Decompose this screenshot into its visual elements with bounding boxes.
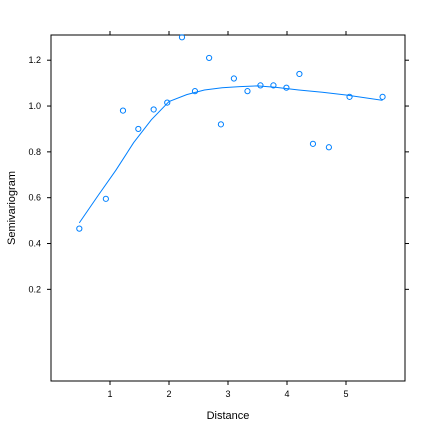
data-point — [119, 107, 127, 114]
y-tick-label: 0.2 — [28, 284, 41, 294]
smooth-fit-line — [78, 85, 383, 224]
data-point — [379, 93, 386, 100]
data-point — [230, 75, 237, 82]
data-point — [178, 34, 186, 41]
smooth-curve-group — [78, 85, 383, 224]
data-point — [76, 225, 83, 232]
data-point — [309, 140, 317, 147]
data-point — [283, 84, 290, 91]
y-tick-label: 1.2 — [28, 55, 41, 65]
data-point — [164, 99, 171, 106]
data-point — [346, 93, 353, 100]
data-point — [257, 82, 264, 89]
axes-group: 1 2 3 4 5 0.2 0.4 0.6 0.8 1.0 1.2 — [28, 31, 409, 399]
x-axis-title: Distance — [207, 410, 250, 422]
data-point — [206, 54, 213, 62]
x-tick-label: 3 — [225, 389, 230, 399]
x-tick-label: 1 — [107, 389, 112, 399]
data-point — [150, 106, 157, 113]
data-point — [135, 125, 142, 133]
y-tick-label: 1.0 — [28, 101, 41, 111]
data-points-group — [76, 34, 386, 232]
data-point — [217, 121, 225, 128]
data-point — [191, 88, 199, 95]
data-point — [325, 144, 332, 151]
data-point — [296, 70, 303, 78]
x-tick-label: 5 — [343, 389, 348, 399]
y-tick-label: 0.8 — [28, 147, 41, 157]
data-point — [102, 195, 109, 202]
x-tick-label: 4 — [284, 389, 289, 399]
y-axis-title: Semivariogram — [6, 171, 18, 245]
data-point — [270, 82, 277, 89]
x-tick-label: 2 — [166, 389, 171, 399]
y-tick-label: 0.6 — [28, 193, 41, 203]
y-tick-label: 0.4 — [28, 239, 41, 249]
data-point — [244, 88, 251, 95]
